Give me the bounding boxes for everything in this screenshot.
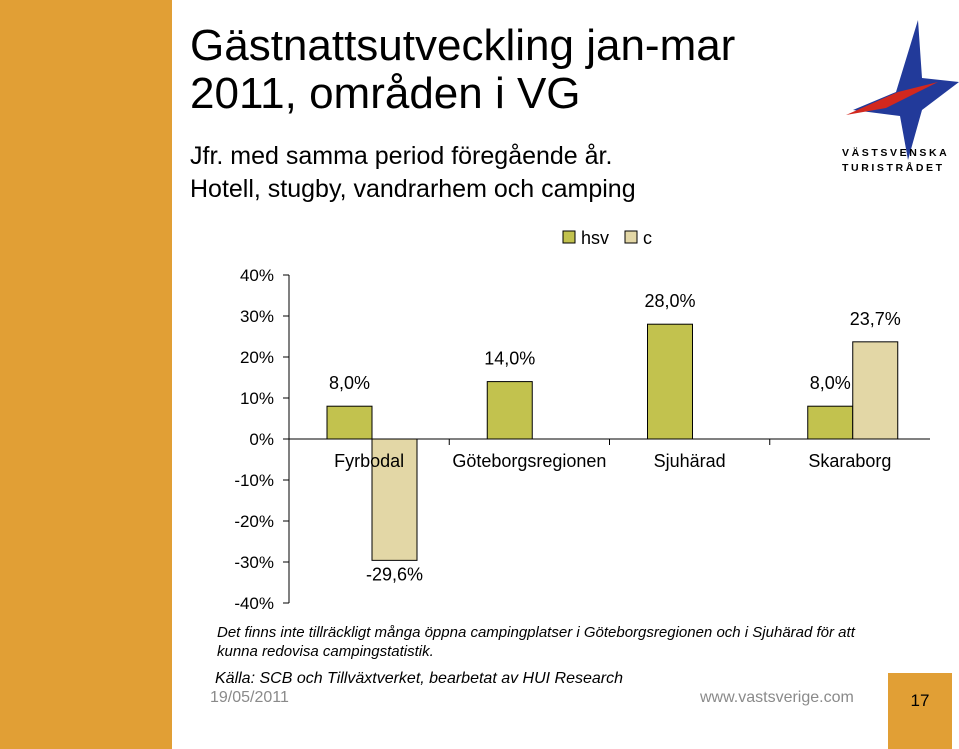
bar-hsv — [807, 405, 854, 440]
category-label: Fyrbodal — [334, 451, 404, 471]
legend-label: c — [643, 228, 652, 248]
category-label: Sjuhärad — [654, 451, 726, 471]
page-number-box: 17 — [888, 673, 952, 749]
legend-swatch — [624, 230, 638, 244]
footnote-line-2: kunna redovisa campingstatistik. — [217, 642, 434, 660]
y-tick-label: 30% — [240, 307, 274, 326]
subtitle-line-2: Hotell, stugby, vandrarhem och camping — [190, 174, 636, 203]
data-label: 8,0% — [810, 373, 851, 393]
category-label: Göteborgsregionen — [452, 451, 606, 471]
category-labels: Fyrbodal Göteborgsregionen Sjuhärad Skarabo… — [334, 451, 891, 471]
bars — [326, 323, 899, 561]
swoosh-icon — [846, 82, 938, 115]
footer-url: www.vastsverige.com — [700, 689, 854, 706]
source-text: Källa: SCB och Tillväxtverket, bearbetat… — [215, 670, 624, 687]
slide-title: Gästnattsutveckling jan-mar 2011, område… — [190, 22, 850, 117]
title-line-1: Gästnattsutveckling jan-mar — [190, 21, 736, 70]
slide-subtitle: Jfr. med samma period föregående år. Hot… — [190, 140, 636, 205]
legend-label: hsv — [581, 228, 609, 248]
subtitle-line-1: Jfr. med samma period föregående år. — [190, 142, 613, 170]
y-tick-label: -20% — [234, 512, 274, 531]
y-tick-label: 20% — [240, 348, 274, 367]
data-label: 8,0% — [329, 373, 370, 393]
data-label: 23,7% — [850, 309, 901, 329]
left-accent-strip — [0, 0, 172, 749]
y-tick-label: -30% — [234, 553, 274, 572]
vastsvenska-turistradet-logo: VÄSTSVENSKA TURISTRÅDET — [842, 20, 959, 174]
footnote: Det finns inte tillräckligt många öppna … — [217, 624, 947, 662]
data-label: 14,0% — [484, 349, 535, 369]
y-tick-label: 10% — [240, 389, 274, 408]
logo-text-2: TURISTRÅDET — [842, 161, 945, 174]
footer-date: 19/05/2011 — [210, 689, 289, 706]
page-number: 17 — [910, 691, 930, 710]
y-tick-label: 0% — [249, 430, 274, 449]
bar-hsv — [486, 381, 533, 440]
bar-hsv — [326, 405, 373, 440]
bar-c — [852, 341, 899, 440]
legend-swatch — [562, 230, 576, 244]
data-label: -29,6% — [366, 564, 423, 584]
footnote-line-1: Det finns inte tillräckligt många öppna … — [217, 624, 855, 641]
logo-text-1: VÄSTSVENSKA — [842, 146, 949, 159]
legend: hsv c — [562, 228, 652, 248]
y-tick-label: -40% — [234, 594, 274, 613]
category-label: Skaraborg — [808, 451, 891, 471]
data-labels: 8,0% -29,6% 14,0% 28,0% 8,0% 23,7% — [329, 291, 901, 584]
bar-hsv — [647, 323, 693, 440]
title-line-2: 2011, områden i VG — [190, 68, 581, 118]
bar-c — [371, 438, 418, 561]
y-tick-label: -10% — [234, 471, 274, 490]
y-tick-label: 40% — [240, 266, 274, 285]
data-label: 28,0% — [644, 291, 695, 311]
